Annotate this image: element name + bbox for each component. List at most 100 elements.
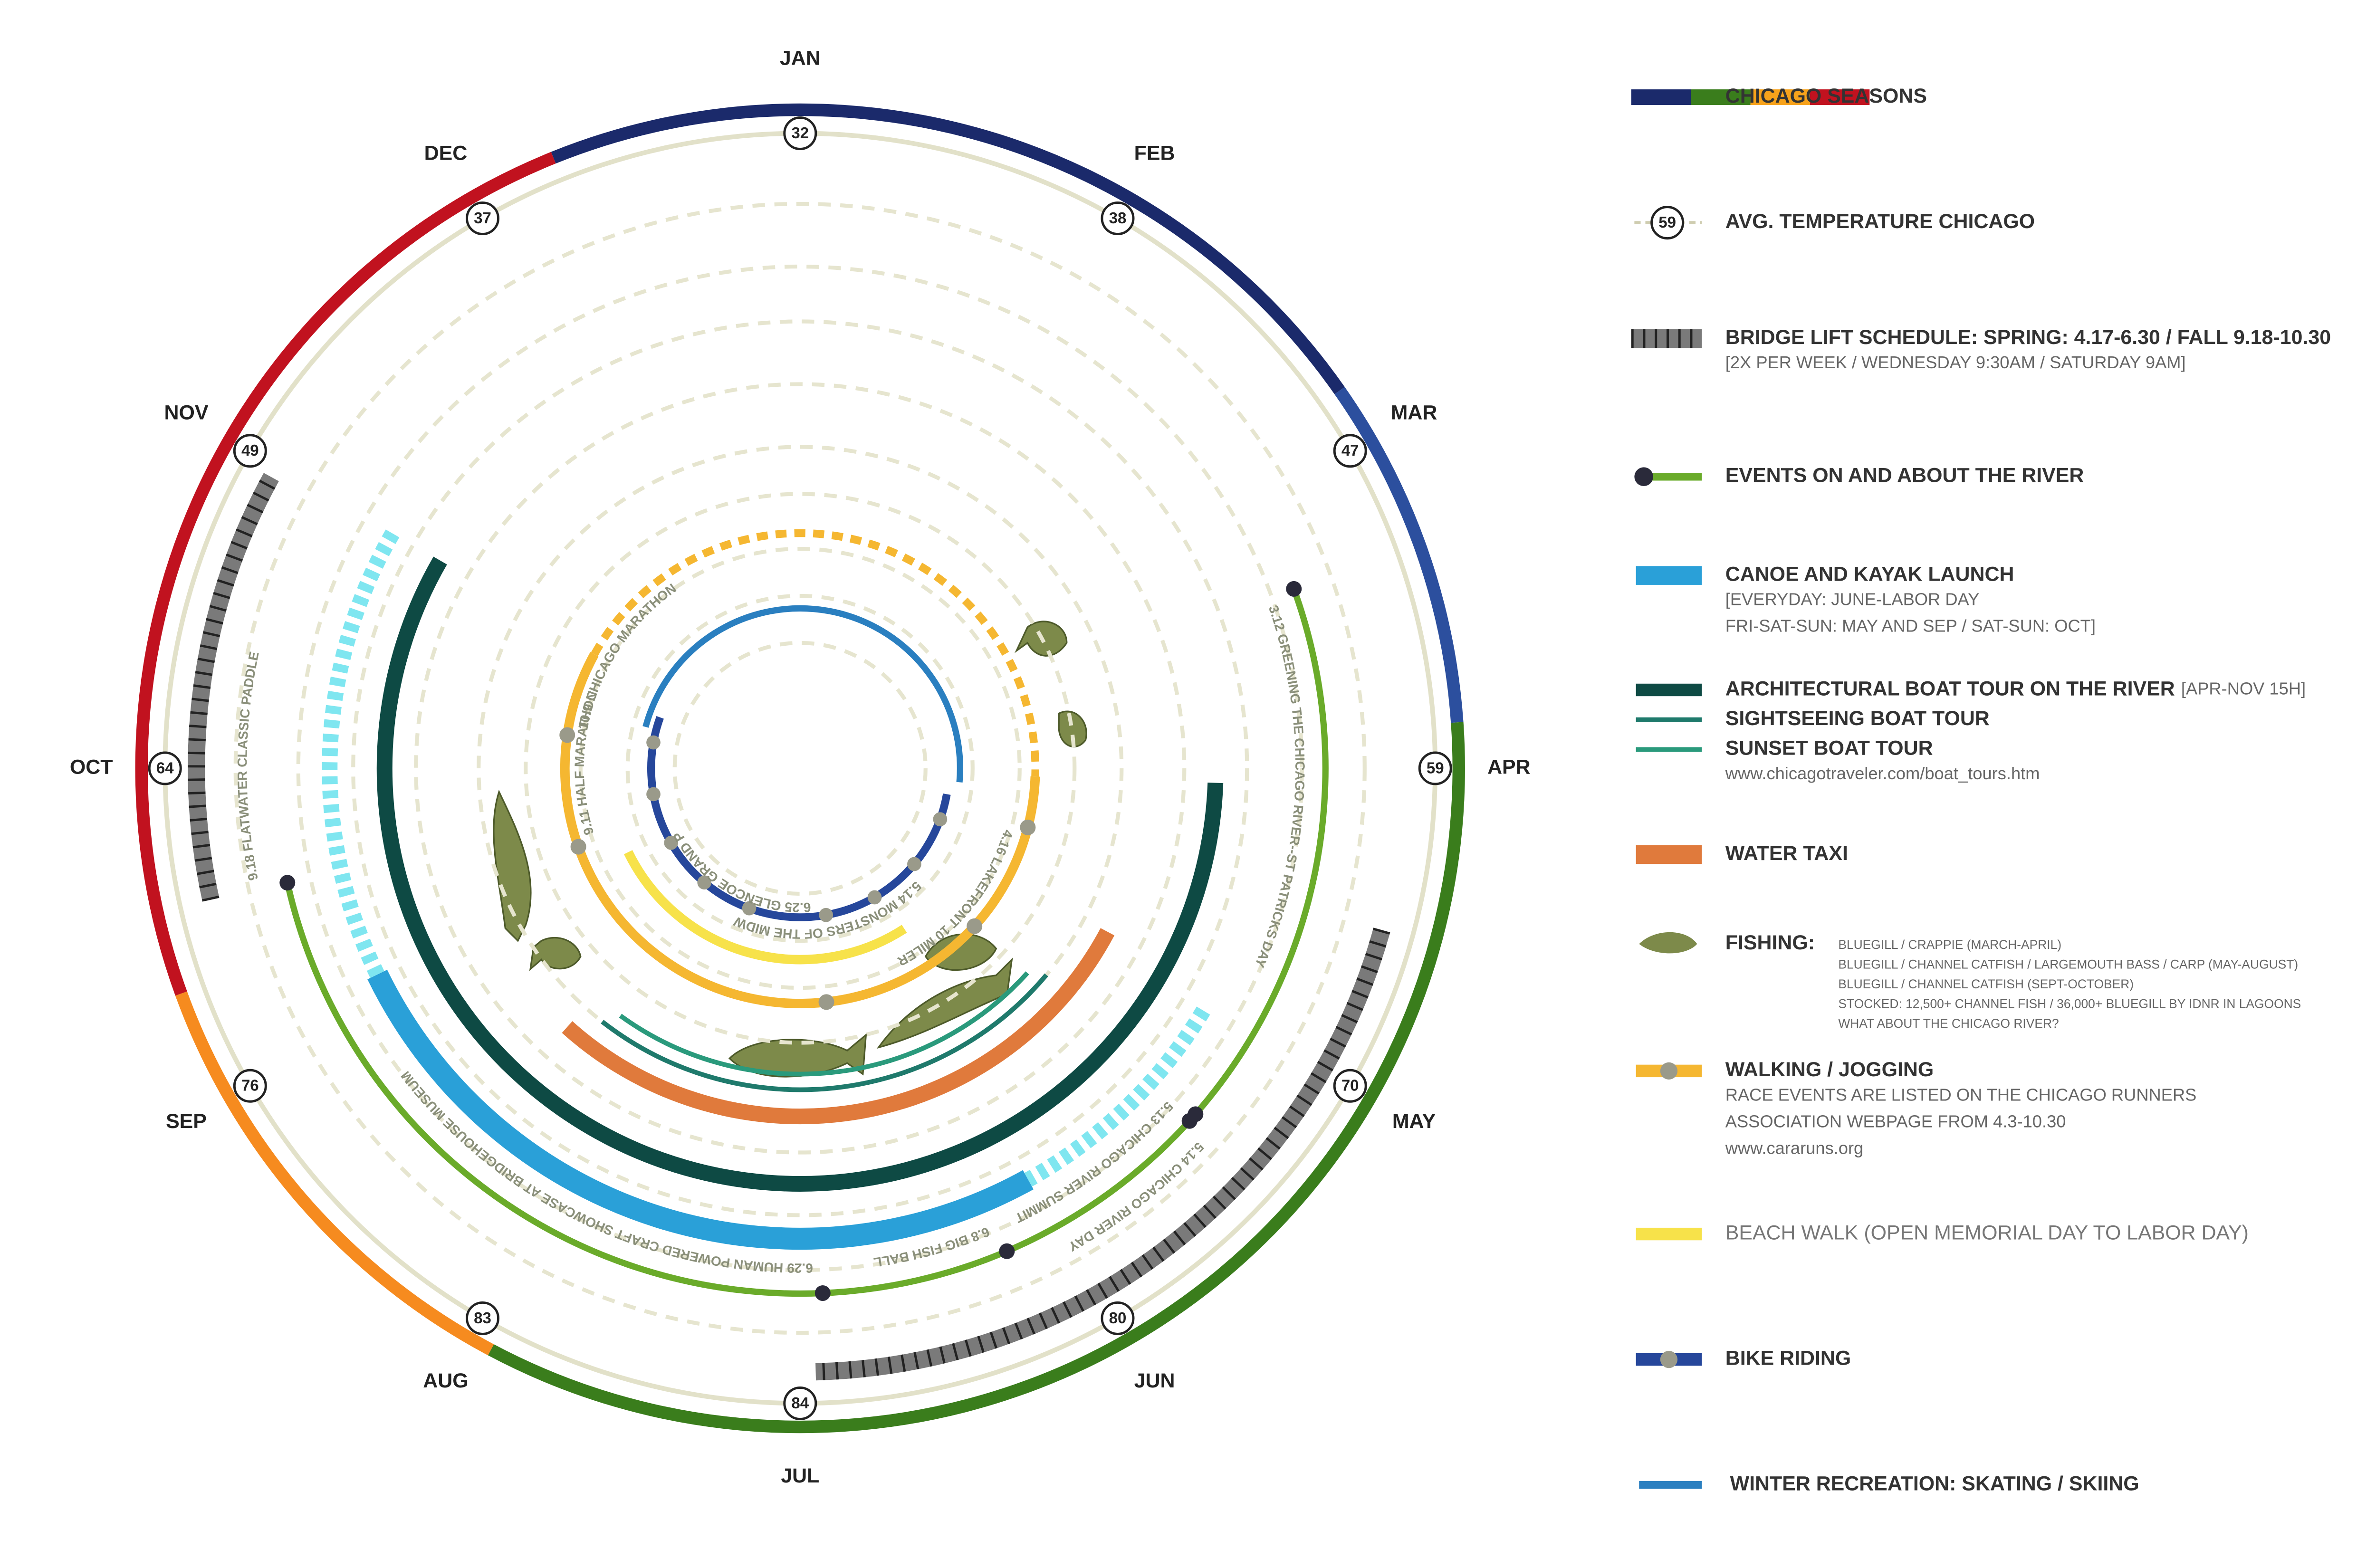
temp-value: 83 — [474, 1309, 491, 1327]
legend-note: STOCKED: 12,500+ CHANNEL FISH / 36,000+ … — [1838, 997, 2301, 1011]
legend-note: BLUEGILL / CHANNEL CATFISH (SEPT-OCTOBER… — [1838, 977, 2134, 991]
season-arc — [135, 152, 556, 996]
canoe-solid — [367, 969, 1034, 1250]
legend-sample: 59 — [1658, 213, 1676, 231]
bridge-lift — [815, 927, 1390, 1381]
legend-note: WHAT ABOUT THE CHICAGO RIVER? — [1838, 1016, 2059, 1031]
fish-icon — [493, 790, 532, 942]
temp-value: 70 — [1341, 1077, 1359, 1094]
legend-swatch — [1660, 1062, 1678, 1080]
month-label: FEB — [1134, 142, 1175, 165]
bike-dot — [907, 857, 921, 871]
temp-value: 38 — [1109, 209, 1127, 227]
legend-swatch — [1650, 206, 1685, 240]
guide-ring — [351, 319, 1249, 1217]
temp-badge — [1418, 751, 1452, 785]
month-label: MAY — [1392, 1110, 1436, 1133]
season-arc — [551, 103, 1345, 394]
temp-value: 32 — [791, 124, 809, 142]
water-taxi — [562, 928, 1115, 1125]
legend-swatch — [1750, 89, 1810, 105]
legend-note: ASSOCIATION WEBPAGE FROM 4.3-10.30 — [1725, 1111, 2066, 1131]
bike-dot — [664, 835, 679, 850]
legend-swatch — [1636, 845, 1702, 864]
guide-ring — [625, 593, 975, 943]
legend-swatch — [1810, 89, 1870, 105]
month-label: JUL — [781, 1464, 819, 1487]
sightseeing-tour — [601, 973, 1048, 1092]
run-dot — [559, 727, 575, 743]
legend-note: FRI-SAT-SUN: MAY AND SEP / SAT-SUN: OCT] — [1725, 616, 2096, 636]
run-dot — [1020, 819, 1036, 835]
run-dot — [570, 839, 586, 855]
bike-dot — [933, 812, 948, 827]
legend-title: BIKE RIDING — [1725, 1347, 1851, 1369]
walking-race — [560, 652, 1040, 1008]
legend-title: EVENTS ON AND ABOUT THE RIVER — [1725, 464, 2084, 487]
month-label: APR — [1487, 755, 1531, 778]
temp-badge — [233, 434, 267, 468]
legend-title: CHICAGO SEASONS — [1725, 85, 1927, 107]
event-dot — [999, 1243, 1015, 1259]
legend-title: ARCHITECTURAL BOAT TOUR ON THE RIVER — [1725, 677, 2175, 700]
temp-badge — [1101, 201, 1135, 236]
guide-ring — [578, 546, 1022, 990]
walking-dashed — [591, 529, 1039, 777]
legend-swatch — [1636, 747, 1702, 752]
temp-badge — [783, 116, 817, 150]
legend-swatch — [1639, 932, 1697, 954]
temp-value: 49 — [241, 441, 259, 459]
legend-swatch — [1636, 566, 1702, 585]
event-dot — [1286, 581, 1302, 597]
bridge-lift-ticks — [815, 927, 1390, 1381]
event-dot — [279, 875, 296, 891]
guide-ring — [233, 201, 1367, 1335]
temp-badge — [466, 1301, 499, 1335]
legend-title: BEACH WALK (OPEN MEMORIAL DAY TO LABOR D… — [1725, 1221, 2249, 1244]
event-dot — [814, 1285, 831, 1301]
fish-icon — [876, 957, 1013, 1049]
legend-title: WATER TAXI — [1725, 842, 1848, 865]
legend-note: BLUEGILL / CRAPPIE (MARCH-APRIL) — [1838, 937, 2061, 952]
winter-recreation — [642, 605, 963, 783]
legend-title: CANOE AND KAYAK LAUNCH — [1725, 563, 2014, 585]
legend-note: [2X PER WEEK / WEDNESDAY 9:30AM / SATURD… — [1725, 353, 2186, 372]
temp-value: 37 — [474, 209, 491, 227]
run-dot — [818, 994, 834, 1010]
month-label: SEP — [166, 1110, 207, 1133]
month-label: NOV — [164, 402, 209, 424]
guide-ring — [296, 264, 1304, 1272]
temp-badge — [1101, 1301, 1135, 1335]
legend-title: WALKING / JOGGING — [1725, 1058, 1934, 1081]
temp-value: 76 — [241, 1077, 259, 1094]
legend-title: SIGHTSEEING BOAT TOUR — [1725, 707, 1990, 730]
legend-note: BLUEGILL / CHANNEL CATFISH / LARGEMOUTH … — [1838, 957, 2298, 971]
legend-swatch — [1660, 1350, 1678, 1368]
event-label: 9.18 FLATWATER CLASSIC PADDLE — [235, 650, 262, 882]
bridge-lift — [188, 473, 279, 902]
beach-walk — [624, 850, 907, 965]
events-arc — [285, 587, 1329, 1297]
canoe-dashed — [322, 529, 400, 978]
temp-badge — [148, 751, 182, 785]
sunset-tour — [619, 971, 1029, 1077]
season-arc — [1334, 387, 1464, 723]
event-label-path: 3.12 GREENING THE CHICAGO RIVER--ST PATR… — [1252, 603, 1307, 970]
fish-icon — [924, 933, 997, 971]
bike-dot — [646, 735, 661, 750]
month-label: JAN — [780, 47, 821, 70]
bike-dot — [867, 890, 882, 905]
temp-ring — [163, 131, 1438, 1406]
legend-swatch — [1639, 1481, 1702, 1489]
guide-ring — [524, 492, 1077, 1045]
temp-badge — [466, 201, 499, 236]
legend-swatch — [1691, 89, 1751, 105]
legend-note: [EVERYDAY: JUNE-LABOR DAY — [1725, 589, 1980, 609]
event-label: 3.12 GREENING THE CHICAGO RIVER--ST PATR… — [1252, 603, 1307, 970]
legend-title: SUNSET BOAT TOUR — [1725, 737, 1933, 760]
temp-badge — [1333, 434, 1367, 468]
legend-swatch — [1636, 683, 1702, 697]
bike-dot — [742, 901, 757, 916]
legend-title: BRIDGE LIFT SCHEDULE: SPRING: 4.17-6.30 … — [1725, 326, 2331, 349]
legend-swatch — [1631, 89, 1691, 105]
